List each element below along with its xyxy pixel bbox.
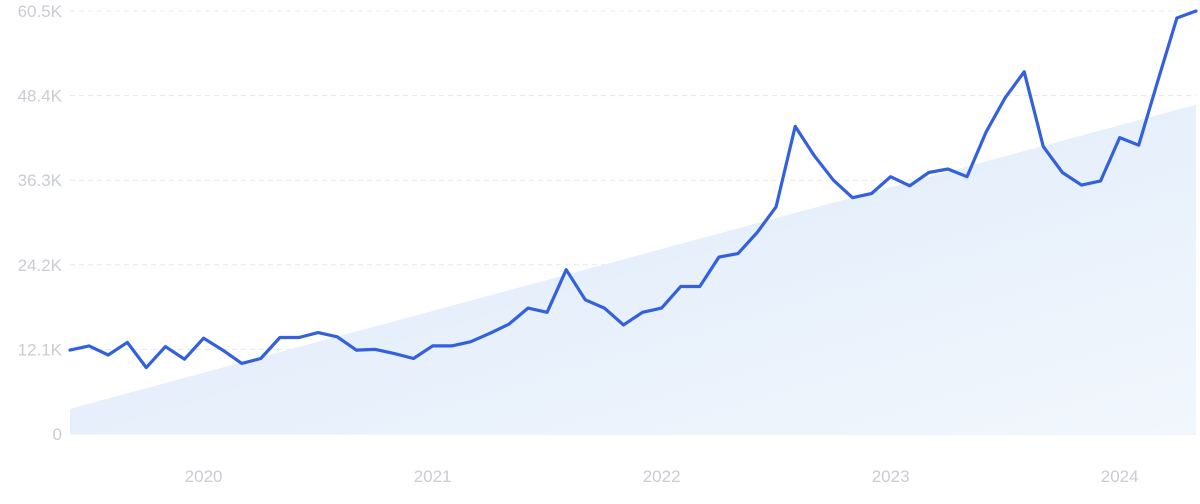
y-tick-label: 24.2K xyxy=(18,256,63,275)
x-axis: 2020 2021 2022 2023 2024 xyxy=(185,467,1139,486)
trend-layer xyxy=(70,104,1196,434)
y-tick-label: 0 xyxy=(53,425,62,444)
x-tick-label: 2023 xyxy=(872,467,910,486)
x-tick-label: 2021 xyxy=(414,467,452,486)
trend-area xyxy=(70,104,1196,434)
series-line-0 xyxy=(68,9,1198,370)
y-tick-label: 48.4K xyxy=(18,87,63,106)
x-tick-label: 2024 xyxy=(1101,467,1139,486)
x-tick-label: 2020 xyxy=(185,467,223,486)
y-tick-label: 36.3K xyxy=(18,171,63,190)
y-axis: 0 12.1K 24.2K 36.3K 48.4K 60.5K xyxy=(18,2,63,444)
series-layer xyxy=(68,9,1198,370)
y-tick-label: 60.5K xyxy=(18,2,63,21)
x-tick-label: 2022 xyxy=(643,467,681,486)
y-tick-label: 12.1K xyxy=(18,340,63,359)
